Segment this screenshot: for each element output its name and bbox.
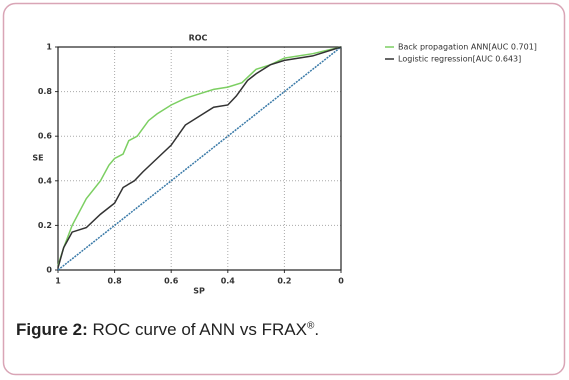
y-tick-label: 0.4 bbox=[38, 176, 53, 185]
y-tick-label: 1 bbox=[46, 43, 52, 52]
caption-label: Figure 2: bbox=[16, 320, 88, 339]
y-axis-label: SE bbox=[32, 154, 43, 163]
x-tick-label: 1 bbox=[55, 277, 61, 286]
x-tick-label: 0.4 bbox=[221, 277, 236, 286]
series-line bbox=[57, 46, 342, 266]
legend-label: Back propagation ANN[AUC 0.701] bbox=[398, 43, 537, 52]
chart-title: ROC bbox=[189, 34, 208, 43]
caption-sup: ® bbox=[306, 320, 315, 332]
y-tick-label: 0.2 bbox=[38, 221, 52, 230]
y-tick-label: 0.8 bbox=[38, 87, 53, 96]
card-border bbox=[2, 2, 566, 376]
y-tick-label: 0.6 bbox=[38, 132, 53, 141]
figure-caption: Figure 2: ROC curve of ANN vs FRAX®. bbox=[16, 320, 319, 340]
x-tick-label: 0.8 bbox=[108, 277, 123, 286]
x-tick-label: 0 bbox=[338, 277, 344, 286]
legend-label: Logistic regression[AUC 0.643] bbox=[398, 55, 521, 64]
x-axis-label: SP bbox=[193, 287, 205, 296]
x-tick-label: 0.2 bbox=[277, 277, 291, 286]
series-line bbox=[57, 46, 342, 268]
caption-text: ROC curve of ANN vs FRAX bbox=[92, 320, 307, 339]
caption-end: . bbox=[314, 320, 320, 339]
x-tick-label: 0.6 bbox=[164, 277, 179, 286]
plot-frame bbox=[57, 46, 342, 271]
y-tick-label: 0 bbox=[46, 266, 52, 275]
reference-line bbox=[57, 46, 342, 271]
